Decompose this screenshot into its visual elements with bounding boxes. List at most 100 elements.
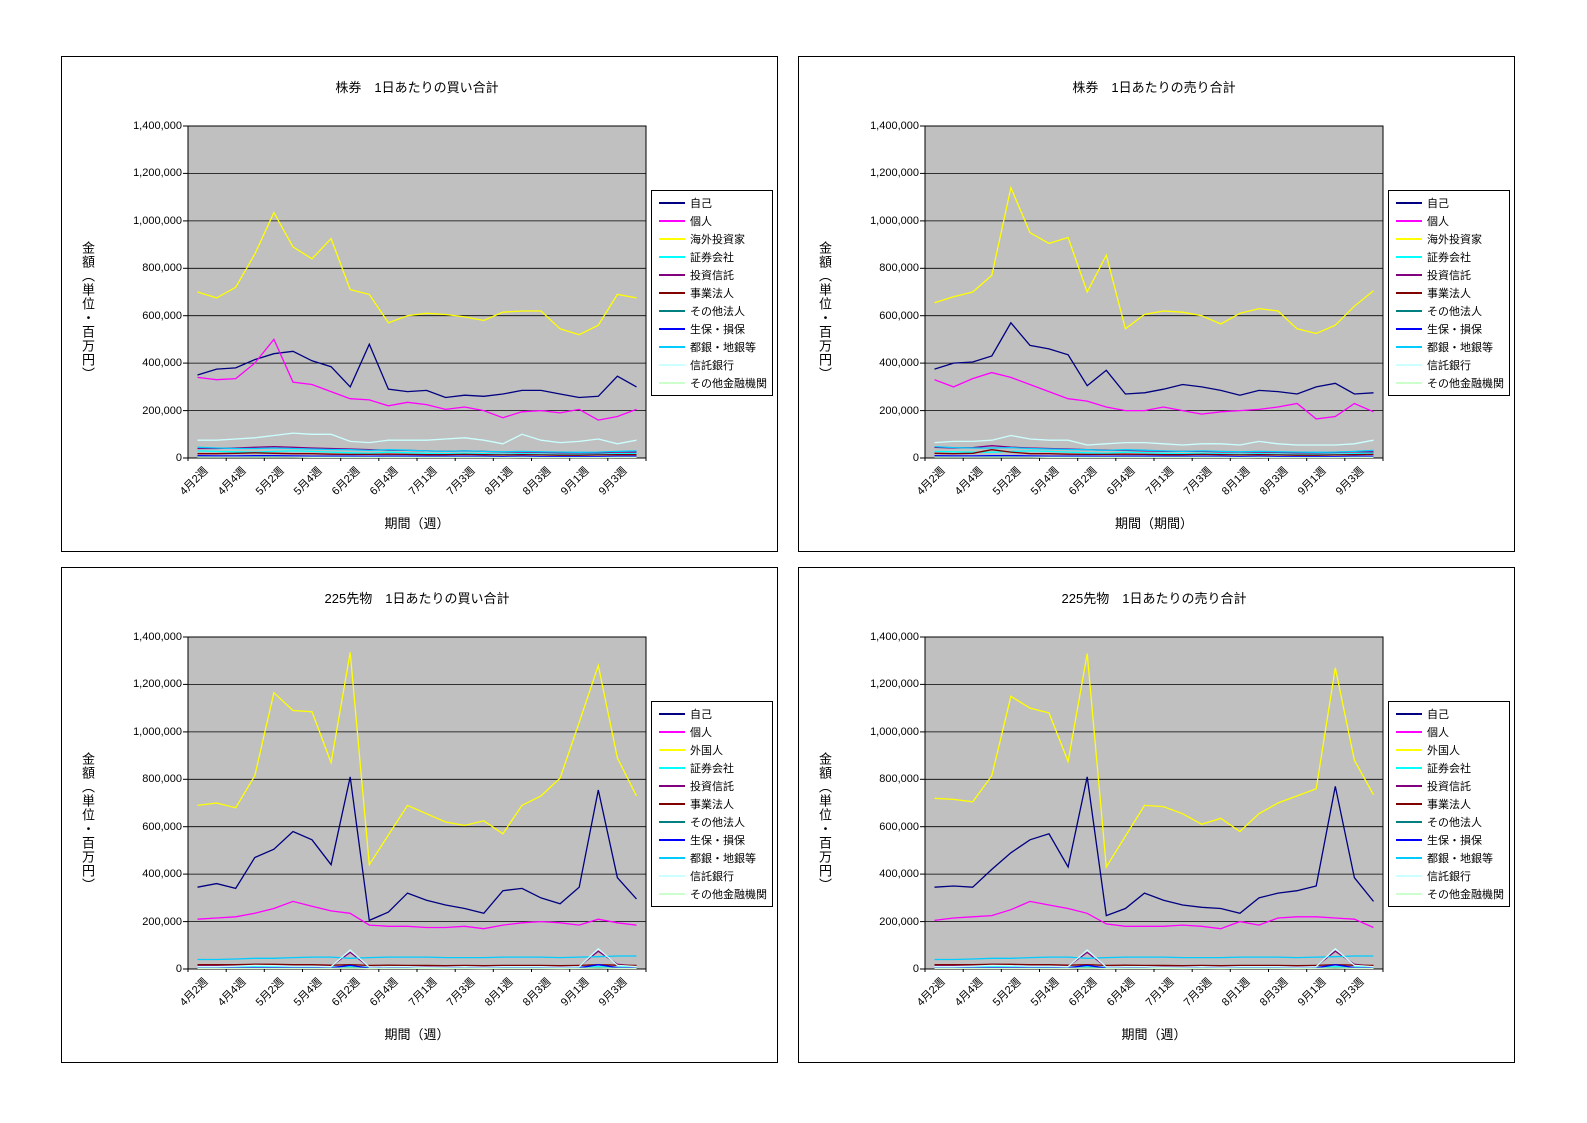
legend-line-sample <box>659 292 685 294</box>
legend-item: 信託銀行 <box>652 356 772 374</box>
y-tick-label: 800,000 <box>879 262 919 275</box>
legend-item: 自己 <box>1389 705 1509 723</box>
legend-label: 自己 <box>690 709 712 721</box>
y-tick-label: 1,000,000 <box>870 214 919 227</box>
chart-title: 225先物 1日あたりの買い合計 <box>324 591 510 606</box>
x-tick-label: 4月2週 <box>177 976 211 1009</box>
series-line-事業法人 <box>934 449 1374 456</box>
legend-item: 事業法人 <box>1389 284 1509 302</box>
legend-item: 信託銀行 <box>1389 356 1509 374</box>
y-axis-title: 金額（単位・百万円） <box>817 241 832 381</box>
legend-label: 個人 <box>690 216 712 228</box>
y-tick-label: 200,000 <box>879 915 919 928</box>
series-line-都銀・地銀等 <box>197 955 637 961</box>
series-line-海外投資家 <box>934 185 1374 335</box>
y-tick-label: 0 <box>175 452 182 464</box>
legend-item: その他法人 <box>652 302 772 320</box>
plot-background <box>187 636 647 970</box>
x-tick-label: 7月3週 <box>1181 465 1215 498</box>
x-tick-label: 8月1週 <box>1219 976 1253 1009</box>
legend-label: 海外投資家 <box>1427 234 1482 246</box>
legend-line-sample <box>1396 785 1422 787</box>
legend-line-sample <box>659 731 685 733</box>
legend-label: その他金融機関 <box>690 889 767 901</box>
y-axis-title: 金額（単位・百万円） <box>817 752 832 892</box>
legend-label: 生保・損保 <box>690 324 745 336</box>
legend-item: 投資信託 <box>1389 777 1509 795</box>
y-tick-label: 0 <box>912 452 919 464</box>
series-line-証券会社 <box>197 450 637 456</box>
legend-line-sample <box>659 238 685 240</box>
chart-panel-futures-sell: 225先物 1日あたりの売り合計 金額（単位・百万円） 0 200,000 400,… <box>798 567 1515 1063</box>
legend-item: 個人 <box>1389 212 1509 230</box>
legend-line-sample <box>659 256 685 258</box>
series-line-都銀・地銀等 <box>197 446 637 453</box>
legend-line-sample <box>1396 839 1422 841</box>
legend-item: 海外投資家 <box>1389 230 1509 248</box>
y-tick-label: 1,200,000 <box>133 167 182 180</box>
x-tick-label: 9月3週 <box>597 465 630 498</box>
series-line-事業法人 <box>934 963 1374 967</box>
y-tick-label: 1,000,000 <box>870 725 919 738</box>
legend-line-sample <box>1396 857 1422 859</box>
legend-line-sample <box>659 821 685 823</box>
x-tick-label: 7月1週 <box>1143 976 1177 1009</box>
legend-line-sample <box>1396 274 1422 276</box>
series-line-外国人 <box>934 653 1375 869</box>
y-tick-label: 400,000 <box>142 357 182 370</box>
y-tick-label: 1,400,000 <box>870 120 919 132</box>
legend-item: その他法人 <box>1389 813 1509 831</box>
legend-label: その他金融機関 <box>1427 889 1504 901</box>
legend-label: 自己 <box>1427 198 1449 210</box>
legend-line-sample <box>1396 310 1422 312</box>
x-axis-title: 期間（週） <box>384 516 450 531</box>
plot-background <box>187 125 647 459</box>
x-axis-title: 期間（期間） <box>1114 516 1193 531</box>
legend-label: 海外投資家 <box>690 234 745 246</box>
x-tick-label: 9月3週 <box>1334 976 1367 1009</box>
plot-area <box>183 125 647 461</box>
series-line-信託銀行 <box>197 947 637 968</box>
x-tick-label: 5月4週 <box>291 465 325 498</box>
x-tick-label: 4月2週 <box>914 976 948 1009</box>
legend-label: 都銀・地銀等 <box>690 853 756 865</box>
legend-item: 自己 <box>652 194 772 212</box>
chart-title: 株券 1日あたりの買い合計 <box>335 80 499 95</box>
legend-line-sample <box>1396 346 1422 348</box>
y-tick-label: 200,000 <box>142 915 182 928</box>
legend-line-sample <box>659 364 685 366</box>
legend-label: 外国人 <box>1427 745 1460 757</box>
plot-svg <box>183 125 647 461</box>
legend-label: 証券会社 <box>690 252 734 264</box>
series-line-都銀・地銀等 <box>934 955 1374 961</box>
series-line-個人 <box>197 900 637 930</box>
legend-label: 個人 <box>1427 727 1449 739</box>
legend-item: その他金融機関 <box>1389 374 1509 392</box>
x-tick-label: 6月2週 <box>329 465 363 498</box>
legend-label: 生保・損保 <box>1427 835 1482 847</box>
plot-svg <box>920 636 1384 972</box>
legend-label: 生保・損保 <box>690 835 745 847</box>
y-tick-label: 600,000 <box>879 309 919 322</box>
x-tick-label: 7月3週 <box>444 976 478 1009</box>
legend-item: その他法人 <box>652 813 772 831</box>
legend-label: 証券会社 <box>1427 252 1471 264</box>
legend-label: 証券会社 <box>690 763 734 775</box>
x-tick-label: 4月2週 <box>177 465 211 498</box>
legend-item: 投資信託 <box>652 266 772 284</box>
legend-line-sample <box>1396 749 1422 751</box>
series-line-個人 <box>934 900 1374 930</box>
y-tick-label: 800,000 <box>142 262 182 275</box>
legend-item: 信託銀行 <box>652 867 772 885</box>
x-tick-label: 8月1週 <box>1219 465 1253 498</box>
legend-item: 信託銀行 <box>1389 867 1509 885</box>
legend-line-sample <box>659 713 685 715</box>
legend-label: 証券会社 <box>1427 763 1471 775</box>
legend-line-sample <box>1396 292 1422 294</box>
legend: 自己 個人 外国人 証券会社 投資信託 事業法人 その他法人 生保・損保 都銀・地銀等 信託銀行そ… <box>651 701 773 907</box>
legend-item: その他法人 <box>1389 302 1509 320</box>
legend-line-sample <box>659 382 685 384</box>
series-line-自己 <box>934 776 1375 917</box>
legend-label: 都銀・地銀等 <box>690 342 756 354</box>
